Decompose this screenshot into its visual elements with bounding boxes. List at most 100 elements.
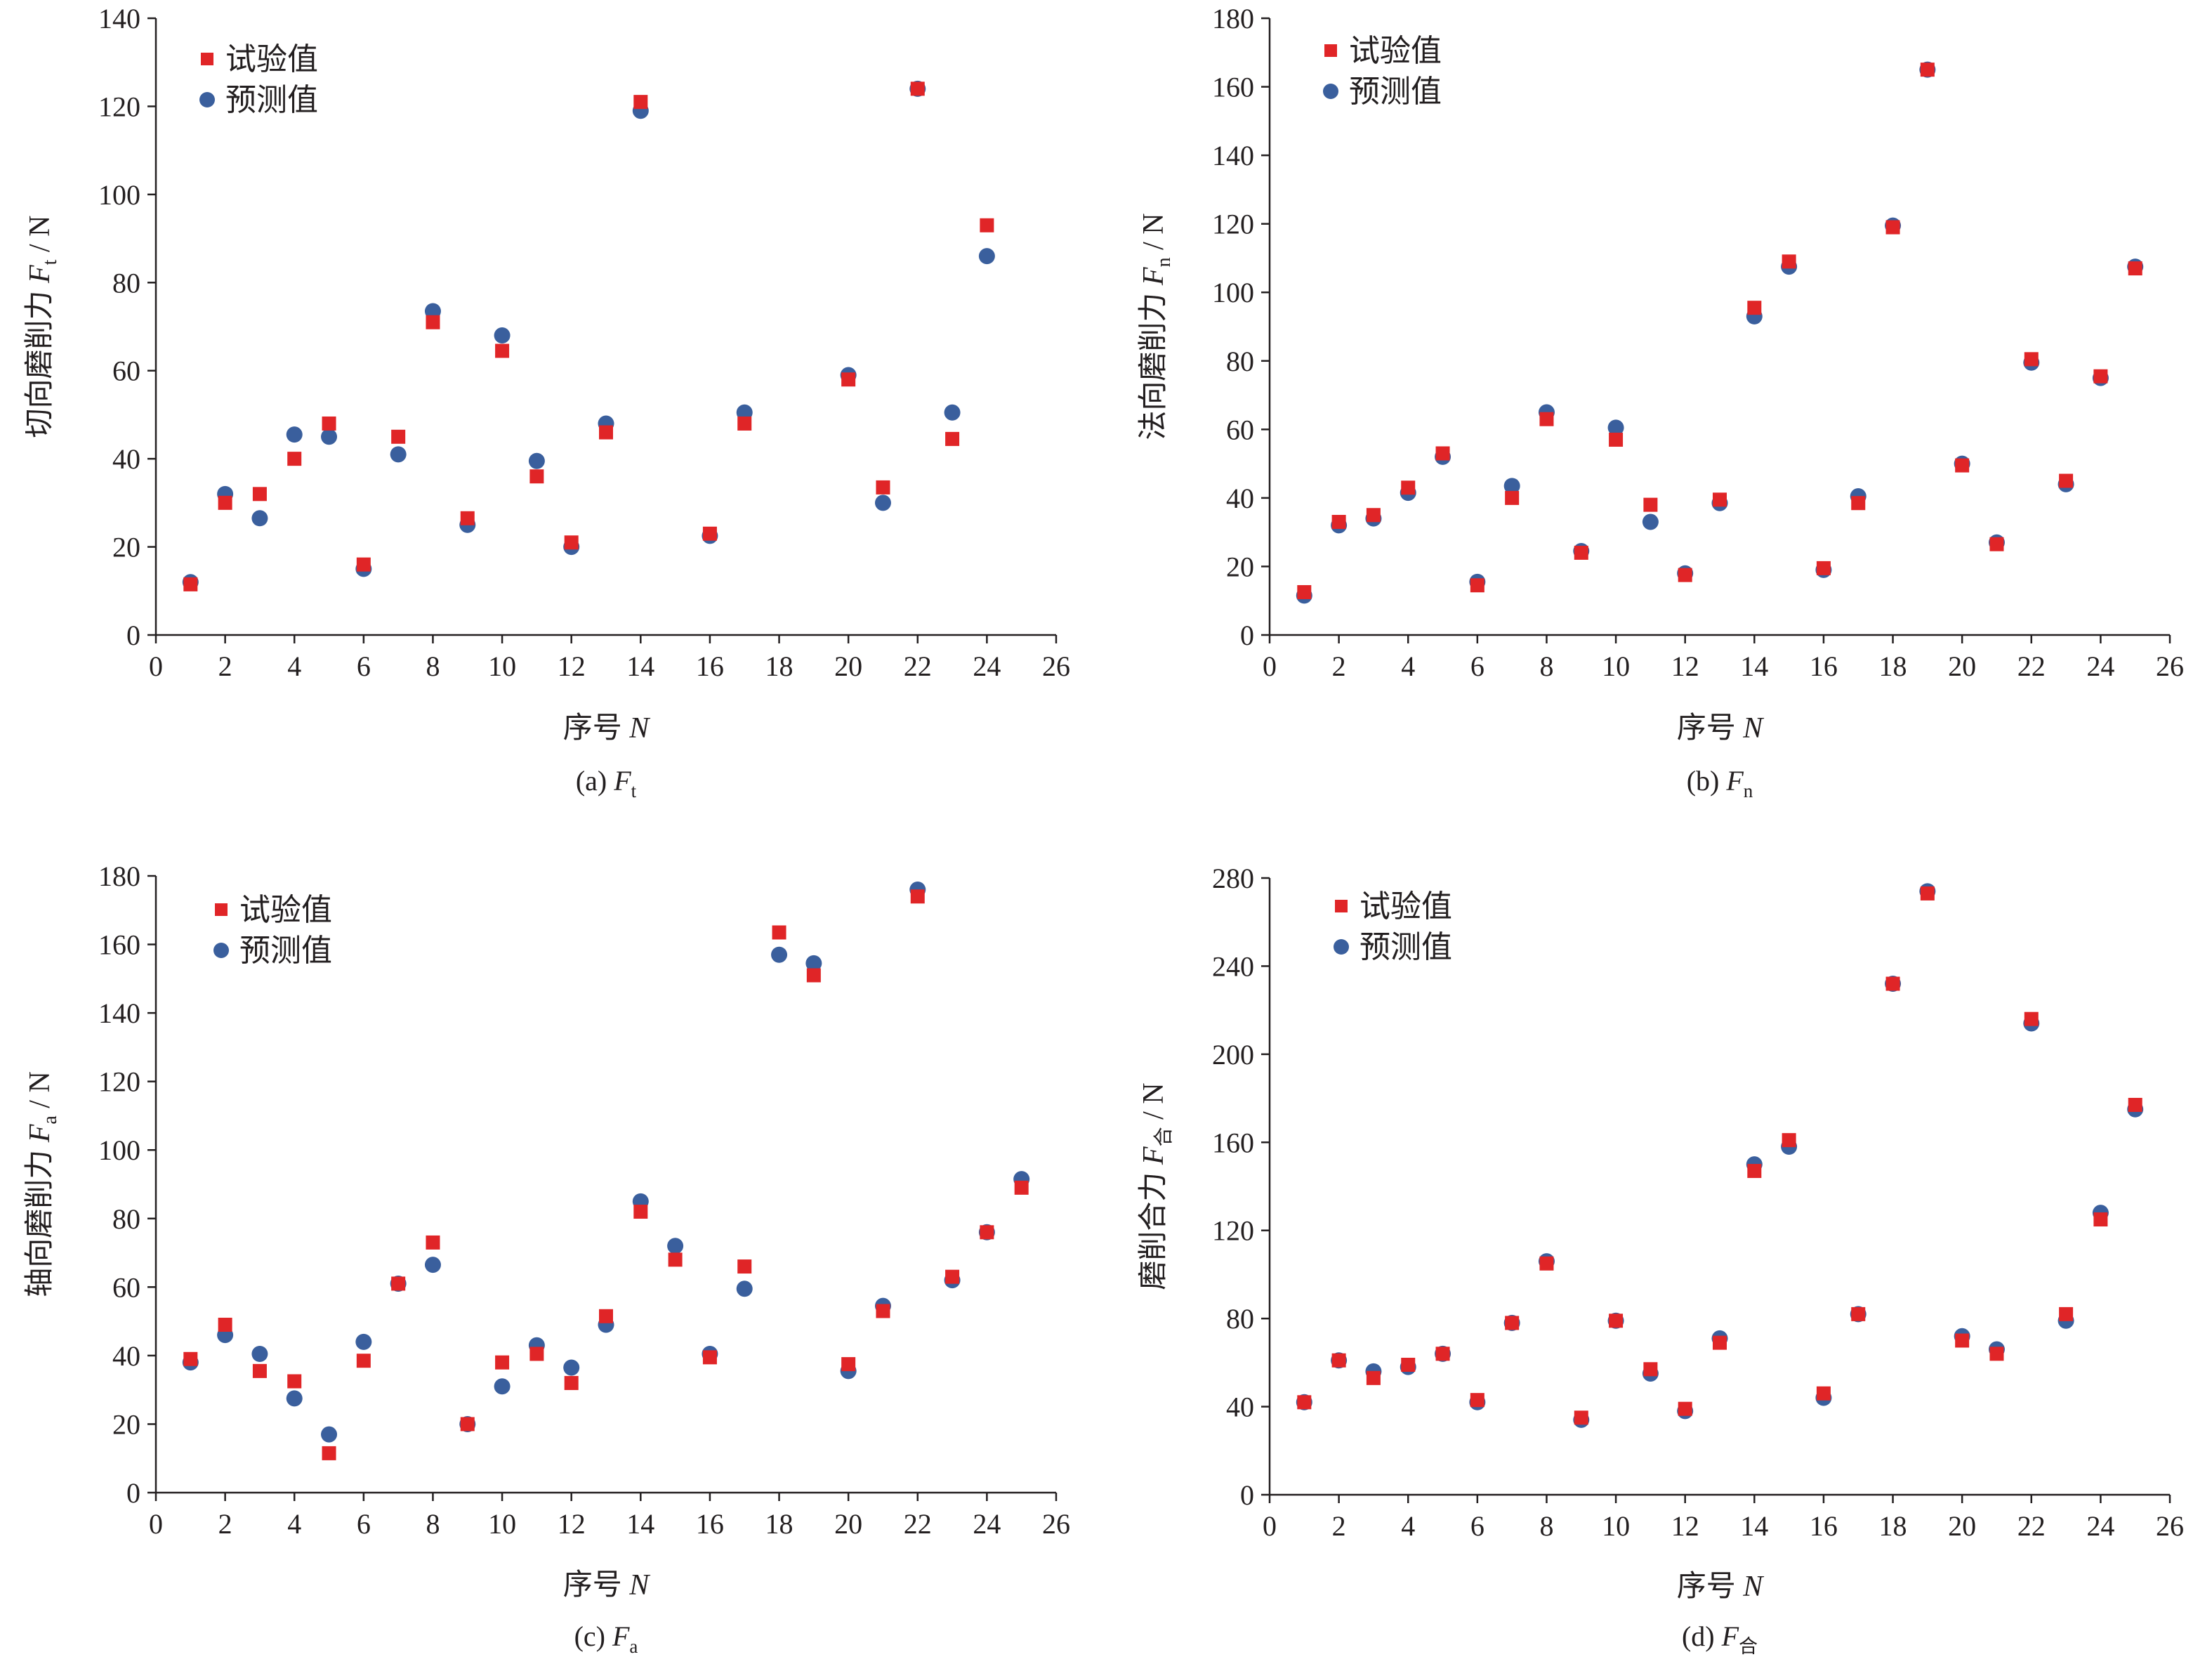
y-tick-label: 140 (98, 3, 140, 34)
legend-square-marker (201, 53, 213, 65)
experimental-point (391, 1276, 406, 1291)
chart-panel-3: 0 2 4 6 8 10 12 14 16 18 20 22 24 2602040608010012014… (24, 860, 1070, 1657)
y-tick-label: 100 (98, 1134, 140, 1166)
predicted-point (286, 426, 303, 443)
experimental-point (322, 1446, 336, 1460)
y-tick-label: 280 (1212, 863, 1254, 894)
experimental-point (1782, 254, 1796, 269)
experimental-point (1782, 1133, 1796, 1148)
y-tick-label: 0 (126, 1477, 140, 1509)
x-tick-label: 2 (218, 650, 232, 682)
experimental-point (2128, 1097, 2142, 1112)
x-tick-label: 12 (558, 1508, 586, 1540)
y-tick-label: 80 (1226, 1303, 1254, 1335)
predicted-point (251, 510, 268, 527)
y-tick-label: 20 (112, 1408, 140, 1440)
experimental-point (1747, 1164, 1762, 1179)
experimental-point (529, 469, 544, 484)
x-tick-label: 0 (149, 1508, 163, 1540)
predicted-point (494, 327, 511, 344)
x-tick-label: 4 (287, 1508, 301, 1540)
experimental-point (218, 495, 232, 510)
y-tick-label: 80 (112, 1203, 140, 1235)
experimental-point (1885, 220, 1900, 235)
x-tick-label: 0 (1263, 650, 1277, 682)
legend-label: 试验值 (225, 42, 318, 77)
experimental-point (2128, 261, 2142, 276)
y-tick-label: 0 (1240, 620, 1254, 651)
experimental-point (1574, 1410, 1588, 1425)
x-axis-label: 序号 N (1677, 712, 1765, 745)
experimental-point (668, 1252, 683, 1267)
x-tick-label: 0 (149, 650, 163, 682)
panel-caption: (d) F合 (1682, 1620, 1758, 1657)
x-tick-label: 4 (287, 650, 301, 682)
y-tick-label: 20 (112, 532, 140, 563)
experimental-point (1609, 1314, 1624, 1328)
experimental-point (1920, 886, 1935, 900)
y-tick-label: 0 (126, 620, 140, 651)
y-tick-label: 200 (1212, 1039, 1254, 1070)
predicted-point (494, 1378, 511, 1395)
y-tick-label: 120 (1212, 1215, 1254, 1247)
experimental-point (564, 535, 579, 550)
experimental-point (495, 343, 510, 358)
x-axis-label: 序号 N (563, 712, 651, 745)
x-tick-label: 16 (696, 650, 724, 682)
y-tick-label: 60 (1226, 414, 1254, 445)
experimental-point (737, 1259, 752, 1274)
predicted-point (424, 1257, 441, 1273)
x-tick-label: 4 (1401, 650, 1415, 682)
y-tick-label: 160 (98, 929, 140, 961)
x-tick-label: 6 (357, 650, 371, 682)
x-tick-label: 8 (426, 650, 440, 682)
experimental-point (252, 1363, 267, 1378)
x-tick-label: 14 (1740, 1510, 1768, 1542)
chart-panel-4: 0 2 4 6 8 10 12 14 16 18 20 22 24 2604080120160200240… (1138, 863, 2184, 1657)
experimental-point (183, 577, 198, 591)
experimental-point (1851, 496, 1866, 511)
x-tick-label: 16 (696, 1508, 724, 1540)
x-tick-label: 18 (1879, 1510, 1907, 1542)
experimental-point (1470, 1393, 1484, 1408)
y-tick-label: 80 (112, 267, 140, 299)
experimental-point (495, 1355, 510, 1370)
experimental-point (460, 511, 475, 525)
experimental-point (876, 1304, 890, 1318)
legend-label: 试验值 (239, 893, 332, 927)
y-tick-label: 180 (1212, 3, 1254, 34)
y-axis-label: 轴向磨削力 Fa / N (24, 1071, 61, 1297)
x-tick-label: 12 (558, 650, 586, 682)
x-tick-label: 22 (904, 1508, 932, 1540)
y-axis-label: 切向磨削力 Ft / N (24, 216, 61, 438)
x-tick-label: 22 (904, 650, 932, 682)
experimental-point (1609, 432, 1624, 447)
experimental-point (564, 1375, 579, 1390)
legend-label: 预测值 (225, 83, 318, 117)
x-tick-label: 12 (1671, 1510, 1699, 1542)
experimental-point (1401, 480, 1416, 495)
experimental-point (1331, 515, 1346, 530)
experimental-point (218, 1317, 232, 1332)
experimental-point (1955, 458, 1970, 473)
x-tick-label: 24 (2086, 650, 2114, 682)
y-tick-label: 180 (98, 860, 140, 892)
experimental-point (1989, 537, 2004, 551)
experimental-point (1747, 301, 1762, 315)
experimental-point (945, 431, 960, 446)
legend-label: 预测值 (1349, 74, 1442, 109)
experimental-point (1297, 1395, 1312, 1410)
predicted-point (251, 1345, 268, 1362)
experimental-point (183, 1351, 198, 1366)
x-tick-label: 20 (834, 1508, 862, 1540)
experimental-point (2093, 369, 2108, 384)
legend-circle-marker (1334, 939, 1349, 955)
predicted-point (1607, 419, 1624, 436)
experimental-point (633, 95, 648, 110)
x-tick-label: 24 (973, 1508, 1001, 1540)
experimental-point (1885, 976, 1900, 991)
y-tick-label: 160 (1212, 1127, 1254, 1158)
x-tick-label: 16 (1810, 1510, 1838, 1542)
y-axis-label: 磨削合力 F合 / N (1138, 1082, 1175, 1290)
